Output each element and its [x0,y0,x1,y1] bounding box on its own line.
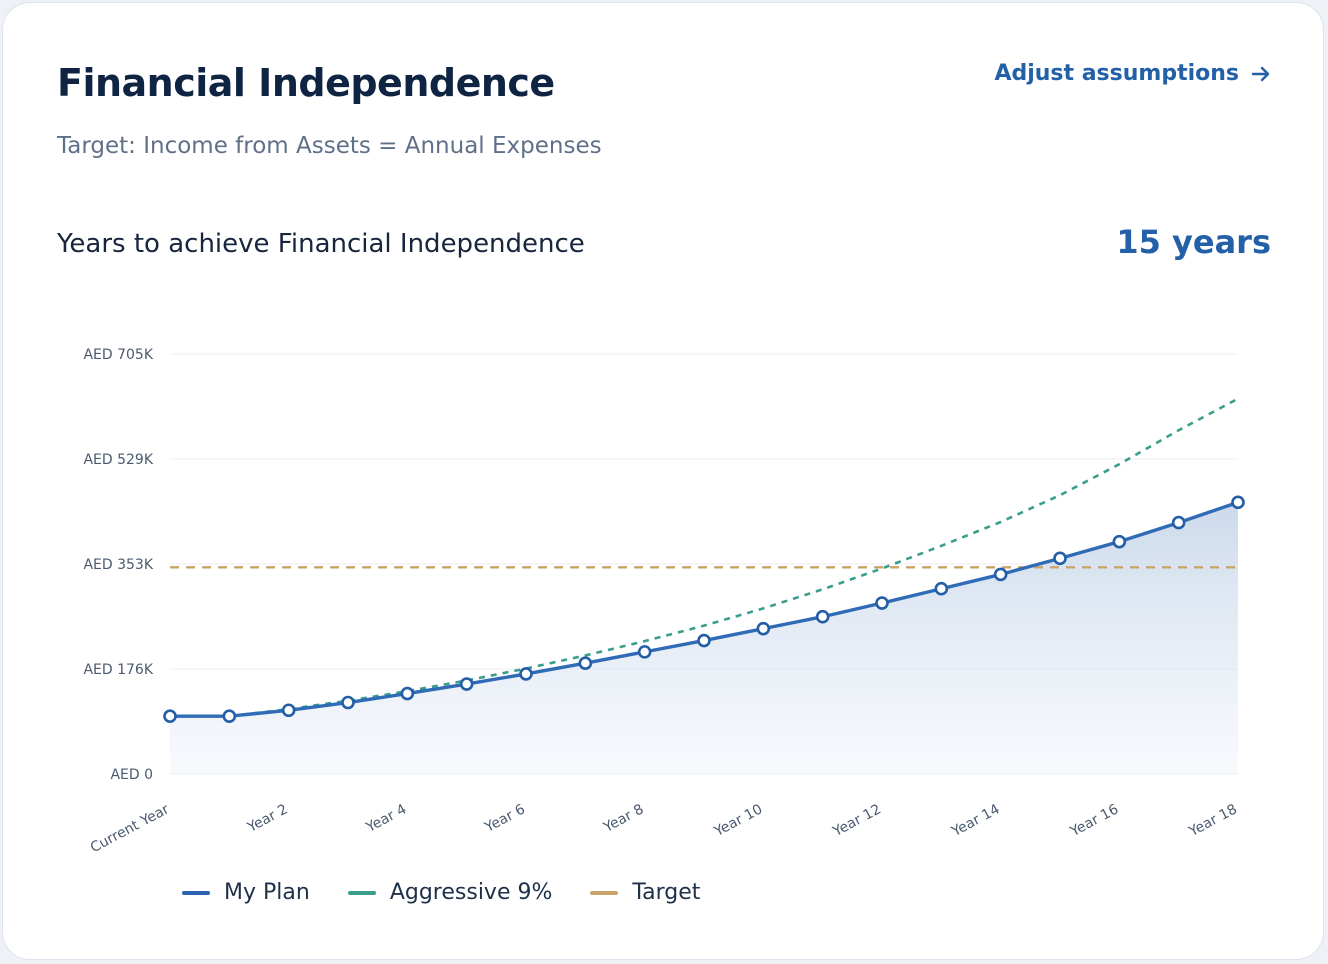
my-plan-point [1171,515,1186,530]
x-tick-label: Year 10 [711,801,765,840]
my-plan-point [519,667,533,681]
my-plan-point [459,677,474,691]
my-plan-point [637,645,652,659]
x-tick-label: Current Year [88,801,172,856]
y-tick-label: AED 176K [83,662,153,678]
x-tick-label: Year 18 [1186,801,1240,840]
my-plan-point [281,703,296,718]
my-plan-point [1231,495,1245,510]
arrow-right-icon [1251,66,1270,81]
years-to-fi-value: 15 years [1116,223,1271,261]
my-plan-point [993,567,1008,582]
legend-item-aggressive[interactable]: Aggressive 9% [347,880,553,905]
adjust-assumptions-label: Adjust assumptions [994,61,1239,86]
my-plan-point [222,709,237,724]
fi-projection-chart: AED 0 AED 176K AED 353K AED 529K AED 705K Cu… [83,347,1245,856]
legend-item-target[interactable]: Target [590,880,700,905]
aggressive-swatch [347,890,376,895]
years-to-fi-label: Years to achieve Financial Independence [57,229,585,259]
my-plan-point [934,581,949,596]
y-tick-label: AED 529K [83,452,153,468]
target-swatch [590,890,619,895]
x-tick-label: Year 12 [830,801,884,840]
chart-legend: My Plan Aggressive 9% Target [182,880,700,905]
my-plan-point [697,633,711,648]
my-plan-point [578,656,593,670]
my-plan-markers [163,495,1245,724]
my-plan-area [170,502,1238,774]
legend-label-aggressive: Aggressive 9% [389,880,553,905]
x-tick-label: Year 2 [244,801,290,836]
my-plan-area-fill [170,502,1238,774]
target-subtitle: Target: Income from Assets = Annual Expe… [57,133,602,159]
x-tick-label: Year 4 [363,801,409,836]
legend-label-my-plan: My Plan [224,880,310,905]
aggressive-line [170,397,1239,718]
y-tick-label: AED 353K [83,557,153,573]
x-tick-label: Year 8 [600,801,646,836]
x-tick-label: Year 14 [948,801,1002,840]
x-axis: Current Year Year 2 Year 4 Year 6 Year 8 Year… [88,801,1240,856]
x-tick-label: Year 6 [482,801,528,836]
adjust-assumptions-link[interactable]: Adjust assumptions [994,61,1271,86]
legend-item-my-plan[interactable]: My Plan [182,880,310,905]
my-plan-point [1112,534,1127,549]
my-plan-point [400,686,415,701]
y-axis: AED 0 AED 176K AED 353K AED 529K AED 705K [83,347,153,783]
my-plan-point [875,596,889,610]
y-tick-label: AED 0 [110,767,153,783]
my-plan-point [163,709,177,724]
my-plan-point [341,695,355,710]
legend-label-target: Target [632,880,701,905]
page-title: Financial Independence [57,61,555,105]
my-plan-point [815,609,830,624]
y-tick-label: AED 705K [83,347,153,363]
x-tick-label: Year 16 [1067,801,1121,840]
my-plan-point [1053,551,1067,566]
my-plan-point [756,621,771,636]
my-plan-swatch [182,890,210,895]
